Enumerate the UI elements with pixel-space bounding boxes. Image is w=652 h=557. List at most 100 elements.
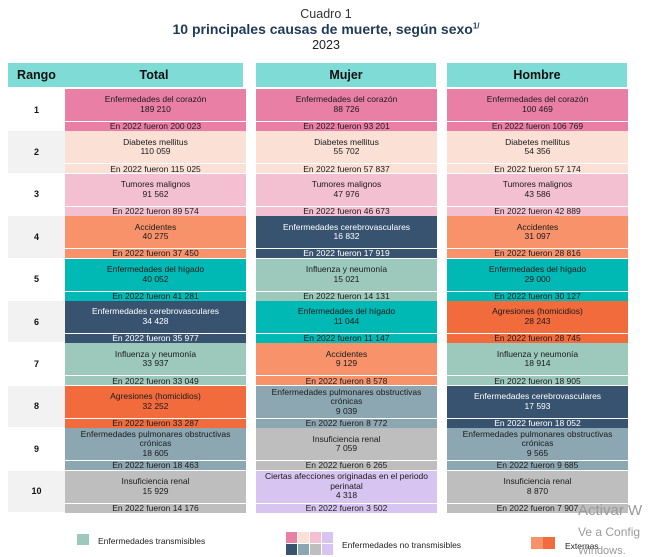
cause-deaths-2023: 32 252 bbox=[142, 400, 169, 411]
cause-name: Influenza y neumonía bbox=[114, 348, 197, 359]
column-header-total: Total bbox=[65, 63, 243, 87]
previous-year-strip: En 2022 fueron 18 905 bbox=[447, 376, 628, 386]
cause-name: Insuficiencia renal bbox=[121, 476, 190, 487]
column-header-rango: Rango bbox=[8, 63, 65, 87]
cause-box: Accidentes 9 129 bbox=[256, 343, 437, 376]
table-number: Cuadro 1 bbox=[300, 7, 352, 21]
cause-box: Enfermedades del corazón 100 469 bbox=[447, 89, 628, 121]
legend-label-non-transmissible: Enfermedades no transmisibles bbox=[342, 540, 462, 550]
cause-box: Tumores malignos 47 976 bbox=[256, 173, 437, 206]
legend-swatch-chip bbox=[298, 544, 309, 555]
cause-name: Tumores malignos bbox=[120, 179, 191, 190]
cause-name: Insuficiencia renal bbox=[503, 476, 572, 487]
cause-name: Agresiones (homicidios) bbox=[110, 391, 201, 402]
cause-box: Tumores malignos 91 562 bbox=[65, 173, 246, 206]
cause-deaths-2023: 11 044 bbox=[333, 316, 360, 326]
title-text: 10 principales causas de muerte, según s… bbox=[172, 21, 473, 37]
cause-box: Enfermedades cerebrovasculares 34 428 bbox=[65, 301, 246, 333]
cause-deaths-2023: 55 702 bbox=[333, 146, 360, 157]
cause-deaths-2023: 31 097 bbox=[524, 231, 551, 242]
cause-name: Ciertas afecciones originadas en el peri… bbox=[264, 471, 428, 491]
previous-year-strip: En 2022 fueron 46 673 bbox=[256, 206, 437, 216]
cause-box: Ciertas afecciones originadas en el peri… bbox=[256, 470, 437, 503]
cause-name: Agresiones (homicidios) bbox=[492, 306, 583, 317]
previous-year-strip: En 2022 fueron 57 837 bbox=[256, 164, 437, 174]
legend-label-external: Externas bbox=[565, 541, 599, 551]
rank-cell: 8 bbox=[8, 385, 65, 428]
cause-box: Enfermedades del corazón 88 726 bbox=[256, 89, 437, 121]
rank-cell: 4 bbox=[8, 216, 65, 258]
cause-deaths-2023: 29 000 bbox=[524, 273, 551, 284]
previous-year-strip: En 2022 fueron 35 977 bbox=[65, 334, 246, 343]
cause-name: Enfermedades del corazón bbox=[104, 94, 207, 105]
cause-deaths-2023: 40 052 bbox=[142, 273, 169, 284]
cause-deaths-2023: 16 832 bbox=[333, 231, 360, 242]
cause-deaths-2023: 34 428 bbox=[142, 316, 169, 326]
cause-deaths-2023: 18 605 bbox=[142, 447, 169, 458]
cause-name: Enfermedades pulmonares obstructivas cró… bbox=[271, 386, 422, 407]
rank-cell: 5 bbox=[33, 274, 39, 285]
title-footnote: 1/ bbox=[472, 21, 480, 31]
cause-name: Enfermedades del corazón bbox=[486, 94, 589, 105]
cause-name: Enfermedades del corazón bbox=[295, 94, 398, 105]
cause-deaths-2023: 110 059 bbox=[140, 146, 171, 157]
previous-year-strip: En 2022 fueron 41 281 bbox=[65, 291, 246, 301]
cause-box: Enfermedades del hígado 29 000 bbox=[447, 258, 628, 291]
cause-box: Diabetes mellitus 54 356 bbox=[447, 131, 628, 164]
legend-swatch-chip bbox=[310, 532, 321, 543]
cause-name: Influenza y neumonía bbox=[305, 264, 388, 275]
cause-name: Enfermedades pulmonares obstructivas cró… bbox=[462, 428, 613, 449]
cause-box: Enfermedades del corazón 189 210 bbox=[65, 89, 246, 121]
legend-swatch-chip bbox=[322, 532, 333, 543]
previous-year-strip: En 2022 fueron 28 745 bbox=[447, 334, 628, 343]
cause-box: Tumores malignos 43 586 bbox=[447, 173, 628, 206]
legend-swatch-chip bbox=[531, 537, 543, 549]
cause-box: Enfermedades pulmonares obstructivas cró… bbox=[65, 428, 246, 461]
column-header-hombre: Hombre bbox=[447, 63, 627, 87]
legend-swatch-chip bbox=[286, 532, 297, 543]
cause-name: Diabetes mellitus bbox=[505, 136, 570, 147]
rank-cell: 10 bbox=[8, 470, 65, 512]
cause-name: Enfermedades cerebrovasculares bbox=[282, 221, 411, 232]
cause-deaths-2023: 15 021 bbox=[333, 273, 360, 284]
cause-name: Tumores malignos bbox=[502, 179, 573, 190]
rank-cell: 9 bbox=[33, 443, 39, 454]
cause-box: Enfermedades del hígado 40 052 bbox=[65, 258, 246, 291]
previous-year-strip: En 2022 fueron 3 502 bbox=[256, 503, 437, 513]
cause-name: Influenza y neumonía bbox=[496, 348, 579, 359]
activation-watermark-line1: Activar W bbox=[578, 502, 643, 519]
rank-cell: 7 bbox=[33, 359, 39, 370]
column-header-mujer: Mujer bbox=[256, 63, 436, 87]
cause-deaths-2023: 189 210 bbox=[140, 104, 171, 114]
cause-box: Influenza y neumonía 15 021 bbox=[256, 258, 437, 291]
cause-deaths-2023: 91 562 bbox=[142, 188, 169, 199]
cause-deaths-2023: 9 565 bbox=[526, 447, 549, 458]
legend-swatch-chip bbox=[310, 544, 321, 555]
previous-year-strip: En 2022 fueron 33 287 bbox=[65, 418, 246, 428]
rank-cell: 2 bbox=[8, 131, 65, 173]
rank-cell: 6 bbox=[8, 301, 65, 343]
legend-swatch-chip bbox=[298, 532, 309, 543]
previous-year-strip: En 2022 fueron 14 131 bbox=[256, 291, 437, 301]
cause-deaths-2023: 15 929 bbox=[142, 485, 169, 496]
legend-swatch-chip bbox=[543, 537, 555, 549]
cause-box: Insuficiencia renal 15 929 bbox=[65, 470, 246, 503]
cause-deaths-2023: 8 870 bbox=[526, 485, 549, 496]
rank-cell: 1 bbox=[33, 104, 39, 115]
legend-swatch-transmissible bbox=[77, 534, 89, 545]
previous-year-strip: En 2022 fueron 6 265 bbox=[256, 461, 437, 471]
previous-year-strip: En 2022 fueron 93 201 bbox=[256, 122, 437, 131]
cause-box: Enfermedades del hígado 11 044 bbox=[256, 301, 437, 333]
cause-deaths-2023: 33 937 bbox=[142, 358, 169, 369]
cause-name: Enfermedades del hígado bbox=[106, 264, 205, 275]
cause-deaths-2023: 47 976 bbox=[333, 188, 360, 199]
table-year: 2023 bbox=[312, 38, 340, 52]
cause-deaths-2023: 40 275 bbox=[142, 231, 169, 242]
cause-deaths-2023: 4 318 bbox=[335, 490, 358, 501]
cause-name: Enfermedades del hígado bbox=[488, 264, 587, 275]
cause-name: Accidentes bbox=[134, 221, 177, 232]
previous-year-strip: En 2022 fueron 89 574 bbox=[65, 206, 246, 216]
cause-box: Accidentes 31 097 bbox=[447, 216, 628, 249]
previous-year-strip: En 2022 fueron 8 772 bbox=[256, 418, 437, 428]
legend-label-transmissible: Enfermedades transmisibles bbox=[98, 536, 206, 546]
